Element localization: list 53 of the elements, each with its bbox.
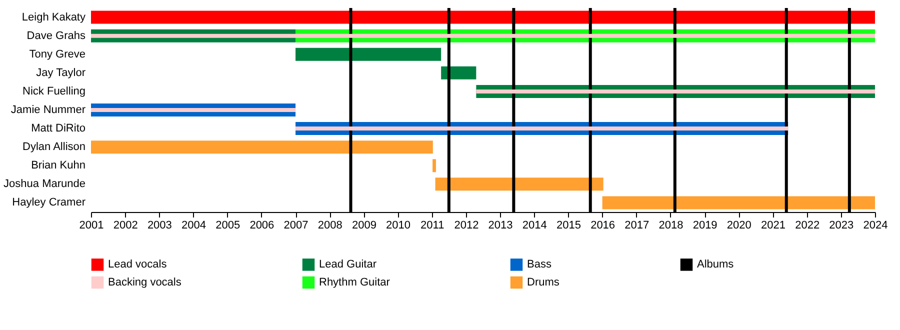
x-tick-label: 2003	[147, 220, 172, 232]
y-tick-label: Dylan Allison	[22, 141, 86, 154]
x-tick-label: 2021	[760, 220, 786, 232]
x-tick-label: 2024	[863, 220, 888, 232]
x-tick-label: 2010	[386, 220, 411, 232]
y-tick-label: Jay Taylor	[36, 66, 86, 79]
bar	[91, 108, 296, 112]
legend-label: Bass	[527, 258, 552, 271]
y-tick-label: Jamie Nummer	[10, 104, 86, 116]
x-tick-label: 2019	[692, 220, 718, 232]
legend-label: Drums	[527, 276, 560, 288]
x-tick-label: 2013	[488, 220, 513, 232]
y-tick-label: Tony Greve	[29, 48, 86, 60]
x-tick-label: 2014	[522, 220, 547, 232]
x-tick-label: 2005	[216, 220, 240, 232]
bar	[296, 126, 788, 131]
y-tick-label: Dave Grahs	[26, 30, 86, 42]
bar	[91, 34, 875, 38]
legend-label: Albums	[697, 258, 734, 271]
bar	[91, 10, 875, 24]
y-tick-label: Hayley Cramer	[12, 196, 86, 209]
bar	[296, 48, 442, 61]
x-tick-label: 2002	[113, 220, 138, 232]
y-tick-label: Matt DiRito	[31, 122, 86, 135]
x-tick-label: 2008	[318, 220, 342, 232]
x-tick-label: 2020	[726, 220, 752, 232]
x-tick-label: 2017	[624, 220, 650, 232]
x-tick-label: 2023	[829, 220, 854, 232]
bar	[435, 178, 604, 191]
x-tick-label: 2016	[590, 220, 616, 232]
legend-label: Lead vocals	[108, 258, 168, 271]
x-tick-label: 2011	[420, 220, 444, 232]
x-tick-label: 2012	[454, 220, 479, 232]
legend-label: Backing vocals	[108, 276, 182, 288]
x-tick-label: 2015	[556, 220, 581, 232]
x-tick-label: 2018	[658, 220, 684, 232]
bar	[432, 159, 436, 172]
x-tick-label: 2022	[795, 220, 820, 232]
x-tick-label: 2009	[352, 220, 376, 232]
bar	[441, 66, 476, 80]
x-tick-label: 2004	[182, 220, 206, 232]
y-tick-label: Leigh Kakaty	[22, 11, 86, 24]
x-tick-label: 2006	[250, 220, 274, 232]
bar	[602, 196, 875, 210]
legend-label: Lead Guitar	[319, 258, 377, 271]
y-tick-label: Nick Fuelling	[22, 85, 86, 98]
y-tick-label: Brian Kuhn	[31, 160, 86, 172]
bar	[91, 140, 433, 154]
x-tick-label: 2007	[284, 220, 308, 232]
bar	[476, 89, 875, 94]
y-tick-label: Joshua Marunde	[4, 178, 86, 190]
legend-label: Rhythm Guitar	[319, 276, 390, 288]
x-tick-label: 2001	[79, 220, 104, 232]
